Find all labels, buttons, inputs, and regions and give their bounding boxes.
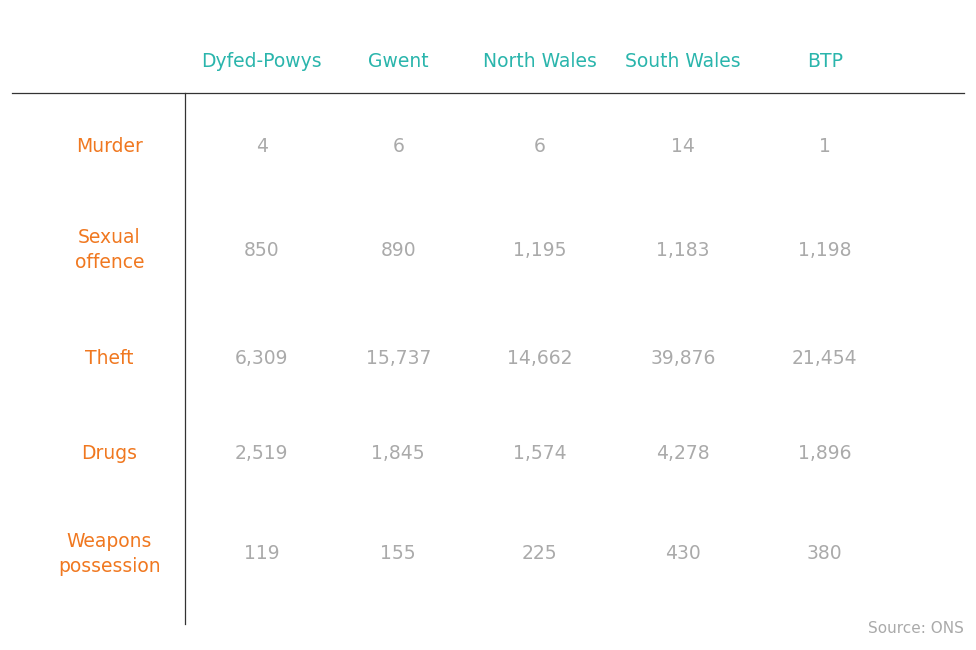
Text: 15,737: 15,737 [366, 349, 430, 369]
Text: 1,195: 1,195 [513, 240, 566, 260]
Text: 1,183: 1,183 [657, 240, 710, 260]
Text: 1: 1 [819, 136, 831, 156]
Text: 39,876: 39,876 [651, 349, 715, 369]
Text: 4,278: 4,278 [657, 444, 710, 463]
Text: 14: 14 [671, 136, 695, 156]
Text: 4: 4 [256, 136, 267, 156]
Text: 1,845: 1,845 [372, 444, 425, 463]
Text: Sexual
offence: Sexual offence [74, 228, 144, 272]
Text: 1,574: 1,574 [513, 444, 566, 463]
Text: Source: ONS: Source: ONS [869, 621, 964, 636]
Text: 1,198: 1,198 [798, 240, 851, 260]
Text: 850: 850 [244, 240, 279, 260]
Text: South Wales: South Wales [626, 52, 741, 72]
Text: 155: 155 [381, 544, 416, 564]
Text: 1,896: 1,896 [798, 444, 851, 463]
Text: Murder: Murder [76, 136, 142, 156]
Text: 14,662: 14,662 [507, 349, 573, 369]
Text: Weapons
possession: Weapons possession [58, 532, 161, 576]
Text: 6: 6 [392, 136, 404, 156]
Text: Dyfed-Powys: Dyfed-Powys [201, 52, 322, 72]
Text: 119: 119 [244, 544, 279, 564]
Text: 6,309: 6,309 [235, 349, 288, 369]
Text: Theft: Theft [85, 349, 134, 369]
Text: 2,519: 2,519 [235, 444, 288, 463]
Text: 430: 430 [666, 544, 701, 564]
Text: Drugs: Drugs [81, 444, 138, 463]
Text: North Wales: North Wales [483, 52, 596, 72]
Text: 6: 6 [534, 136, 546, 156]
Text: 225: 225 [522, 544, 557, 564]
Text: BTP: BTP [807, 52, 842, 72]
Text: 21,454: 21,454 [792, 349, 858, 369]
Text: 890: 890 [381, 240, 416, 260]
Text: 380: 380 [807, 544, 842, 564]
Text: Gwent: Gwent [368, 52, 428, 72]
